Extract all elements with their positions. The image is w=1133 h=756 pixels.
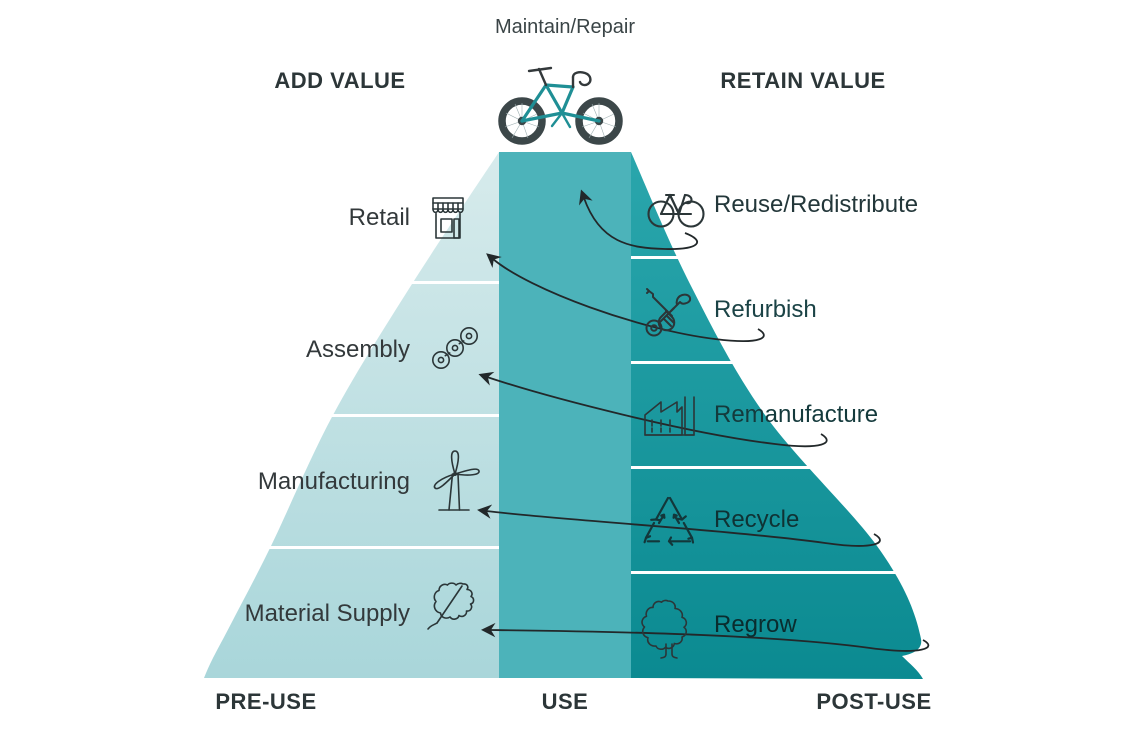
- svg-text:PRE-USE: PRE-USE: [215, 689, 316, 714]
- svg-text:Material Supply: Material Supply: [245, 600, 410, 627]
- svg-text:Regrow: Regrow: [714, 611, 797, 638]
- svg-text:Recycle: Recycle: [714, 506, 799, 533]
- svg-text:Manufacturing: Manufacturing: [258, 468, 410, 495]
- svg-text:Assembly: Assembly: [306, 336, 410, 363]
- svg-text:ADD VALUE: ADD VALUE: [274, 68, 405, 93]
- svg-text:Retail: Retail: [349, 204, 410, 231]
- svg-text:Remanufacture: Remanufacture: [714, 401, 878, 428]
- svg-text:POST-USE: POST-USE: [816, 689, 931, 714]
- svg-text:USE: USE: [542, 689, 589, 714]
- svg-text:Maintain/Repair: Maintain/Repair: [495, 16, 635, 38]
- svg-text:RETAIN VALUE: RETAIN VALUE: [720, 68, 885, 93]
- svg-text:Reuse/Redistribute: Reuse/Redistribute: [714, 191, 918, 218]
- svg-text:Refurbish: Refurbish: [714, 296, 817, 323]
